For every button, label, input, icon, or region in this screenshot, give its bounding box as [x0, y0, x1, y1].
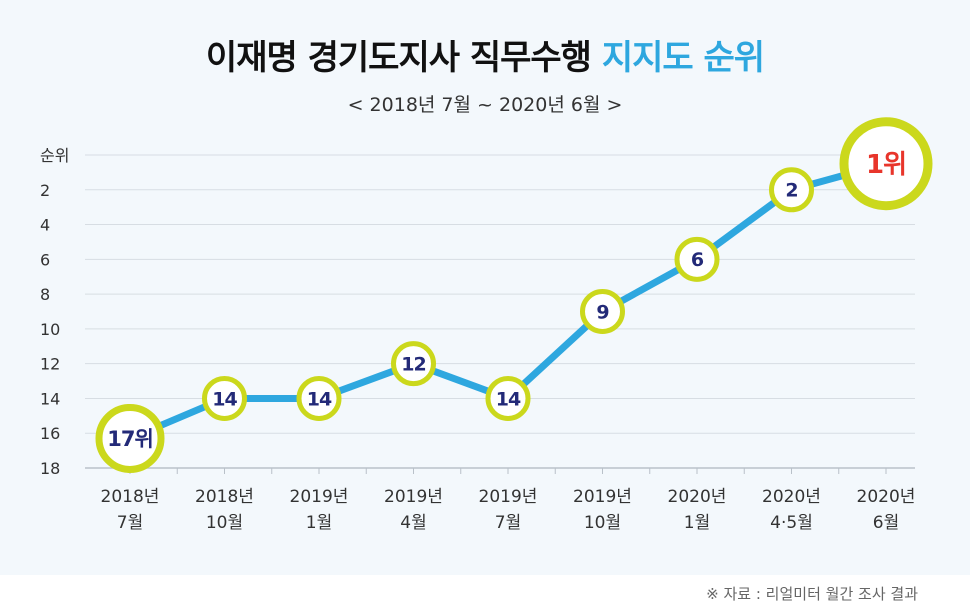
data-label: 14 — [496, 388, 521, 410]
data-label: 1위 — [866, 150, 906, 180]
data-label: 9 — [596, 301, 608, 323]
x-tick-label: 7월 — [117, 513, 143, 533]
data-point-marker — [391, 341, 436, 387]
data-point-marker — [485, 375, 531, 421]
data-label: 2 — [785, 180, 797, 202]
x-tick-label: 2019년 — [290, 487, 349, 507]
y-tick-label: 14 — [40, 389, 60, 408]
x-tick-label: 2020년 — [762, 487, 821, 507]
data-point-marker — [95, 403, 165, 473]
line-chart: 순위 2 4 6 8 10 12 14 16 18 2018년 7월 2018년 10월 2019년 1월 20… — [40, 117, 933, 533]
data-label: 17위 — [107, 427, 153, 451]
x-tick-label: 10월 — [584, 513, 621, 533]
x-tick-label: 2020년 — [668, 487, 727, 507]
y-tick-label: 12 — [40, 355, 60, 374]
x-tick-label: 2020년 — [857, 487, 916, 507]
chart-subtitle: < 2018년 7월 ~ 2020년 6월 > — [347, 94, 623, 116]
y-tick-label: 18 — [40, 459, 60, 478]
data-point-marker — [674, 236, 720, 282]
data-label: 14 — [307, 388, 332, 410]
data-point-marker — [580, 289, 625, 334]
x-tick-label: 6월 — [873, 513, 899, 533]
source-note: ※ 자료 : 리얼미터 월간 조사 결과 — [706, 585, 918, 603]
x-tick-label: 2018년 — [195, 487, 254, 507]
y-tick-label: 10 — [40, 320, 60, 339]
x-tick-label: 1월 — [306, 513, 332, 533]
title-main: 이재명 경기도지사 직무수행 — [205, 38, 592, 78]
data-label: 12 — [401, 354, 425, 376]
y-tick-label: 16 — [40, 424, 60, 443]
y-tick-label: 4 — [40, 216, 50, 235]
x-tick-label: 4·5월 — [770, 513, 813, 533]
data-point-marker — [202, 375, 247, 421]
title-highlight: 지지도 순위 — [601, 38, 765, 78]
x-tick-label: 2018년 — [101, 487, 160, 507]
x-tick-label: 2019년 — [479, 487, 538, 507]
x-tick-label: 10월 — [206, 513, 243, 533]
y-tick-label: 2 — [40, 181, 50, 200]
x-tick-label: 1월 — [684, 513, 710, 533]
x-tick-label: 2019년 — [384, 487, 443, 507]
chart-title: 이재명 경기도지사 직무수행 지지도 순위 — [0, 30, 970, 79]
chart-card — [0, 0, 970, 575]
x-tick-label: 4월 — [400, 513, 426, 533]
y-tick-label: 6 — [40, 250, 50, 269]
data-label: 14 — [212, 388, 237, 410]
data-point-marker — [839, 117, 933, 211]
x-tick-label: 7월 — [495, 513, 521, 533]
x-tick-label: 2019년 — [573, 487, 632, 507]
y-tick-label: 순위 — [40, 146, 69, 165]
data-point-marker — [769, 167, 814, 213]
y-tick-label: 8 — [40, 285, 50, 304]
data-point-marker — [296, 375, 342, 421]
data-label: 6 — [691, 249, 704, 271]
